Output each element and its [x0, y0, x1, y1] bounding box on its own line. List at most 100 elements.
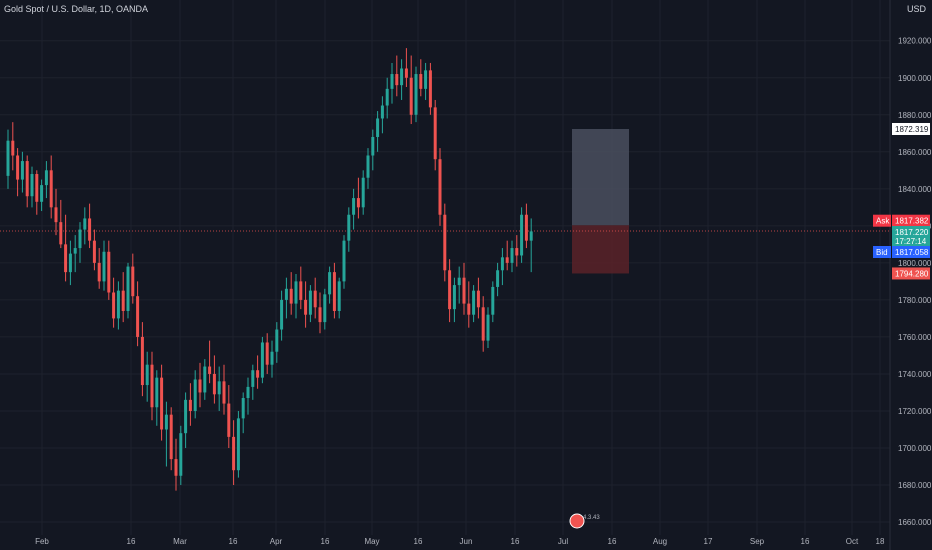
- candle-body: [361, 177, 365, 208]
- candle: [284, 277, 288, 319]
- candle: [486, 307, 490, 349]
- candle: [342, 235, 346, 289]
- candle-body: [193, 379, 197, 411]
- candle: [193, 370, 197, 419]
- candle-body: [265, 342, 269, 365]
- candle-body: [304, 299, 308, 315]
- candle: [68, 240, 72, 286]
- candle: [510, 240, 514, 273]
- candle-body: [179, 433, 183, 476]
- candle: [20, 151, 24, 193]
- candle: [328, 266, 332, 304]
- candle-body: [116, 290, 120, 319]
- candle: [520, 207, 524, 263]
- candle: [88, 203, 92, 249]
- candle-body: [222, 381, 226, 404]
- stop-zone: [572, 225, 629, 274]
- candle-body: [323, 294, 327, 323]
- event-badge: 4.3.43: [569, 513, 600, 529]
- x-tick-label: Mar: [173, 537, 187, 546]
- candle: [131, 253, 135, 304]
- candle: [35, 170, 39, 215]
- candle-body: [232, 436, 236, 471]
- candle-body: [438, 159, 442, 215]
- flag-icon: [569, 513, 585, 529]
- candle: [424, 62, 428, 100]
- candle: [136, 281, 140, 347]
- target-price-tag-bg: [892, 122, 930, 135]
- y-tick-label: 1660.000: [898, 518, 932, 527]
- candle: [472, 285, 476, 323]
- candle: [481, 296, 485, 352]
- candle: [260, 336, 264, 384]
- candle-body: [217, 381, 221, 395]
- candle-body: [505, 257, 509, 263]
- x-tick-label: 16: [127, 537, 136, 546]
- x-tick-label: 16: [511, 537, 520, 546]
- candle-body: [88, 218, 92, 241]
- candle-body: [145, 364, 149, 386]
- x-tick-label: Oct: [846, 537, 859, 546]
- currency-label[interactable]: USD: [907, 4, 926, 14]
- candle: [515, 235, 519, 267]
- candle-body: [433, 107, 437, 160]
- x-tick-label: 16: [608, 537, 617, 546]
- time-axis: Feb 16 Mar 16 Apr 16 May 16 Jun 16 Jul 16 Aug 17 Sep 16…: [35, 537, 885, 546]
- candle-body: [270, 351, 274, 365]
- candle-body: [371, 136, 375, 156]
- candle: [121, 272, 125, 323]
- candle-body: [246, 386, 250, 399]
- candle: [25, 155, 29, 208]
- x-tick-label: Feb: [35, 537, 49, 546]
- x-tick-label: Apr: [270, 537, 283, 546]
- candle: [385, 77, 389, 119]
- candle: [500, 248, 504, 286]
- candle: [467, 281, 471, 328]
- candle: [323, 288, 327, 330]
- candle: [289, 272, 293, 315]
- candle-body: [54, 207, 58, 223]
- candle-body: [294, 281, 298, 304]
- candle-body: [308, 290, 312, 315]
- candle-body: [352, 198, 356, 215]
- candle: [304, 281, 308, 328]
- candle: [30, 166, 34, 208]
- candle: [222, 364, 226, 415]
- candle: [462, 262, 466, 315]
- ask-price-tag-bg: [892, 214, 930, 227]
- candle: [356, 177, 360, 219]
- ask-tag-label: Ask: [873, 214, 891, 227]
- x-tick-label: Jul: [558, 537, 568, 546]
- candle-body: [49, 170, 53, 208]
- event-badge-text: 4.3.43: [583, 515, 600, 521]
- stop-price-tag: 1794.280: [892, 267, 930, 280]
- candle: [73, 235, 77, 273]
- candle-body: [524, 214, 528, 241]
- candle-body: [198, 379, 202, 393]
- candle-body: [409, 77, 413, 115]
- candle-body: [400, 68, 404, 86]
- candle: [505, 240, 509, 271]
- candle-body: [212, 373, 216, 395]
- candle-body: [342, 240, 346, 282]
- x-tick-label: 16: [229, 537, 238, 546]
- candle: [179, 425, 183, 486]
- candle: [457, 266, 461, 304]
- candle: [347, 207, 351, 252]
- candle-body: [289, 288, 293, 304]
- candle-body: [20, 161, 24, 180]
- candle-body: [256, 370, 260, 378]
- candle: [64, 214, 68, 282]
- candle-body: [472, 290, 476, 315]
- candle-body: [59, 222, 63, 245]
- stop-price-tag-text: 1794.280: [895, 269, 929, 278]
- candle: [318, 292, 322, 334]
- candle-body: [78, 229, 82, 249]
- candle: [308, 285, 312, 323]
- candle-body: [313, 290, 317, 308]
- candle: [409, 55, 413, 125]
- candle-body: [356, 198, 360, 208]
- price-tags: 1872.3191820.2931817.382Ask1817.22017:27…: [569, 122, 930, 529]
- candle-body: [150, 364, 154, 408]
